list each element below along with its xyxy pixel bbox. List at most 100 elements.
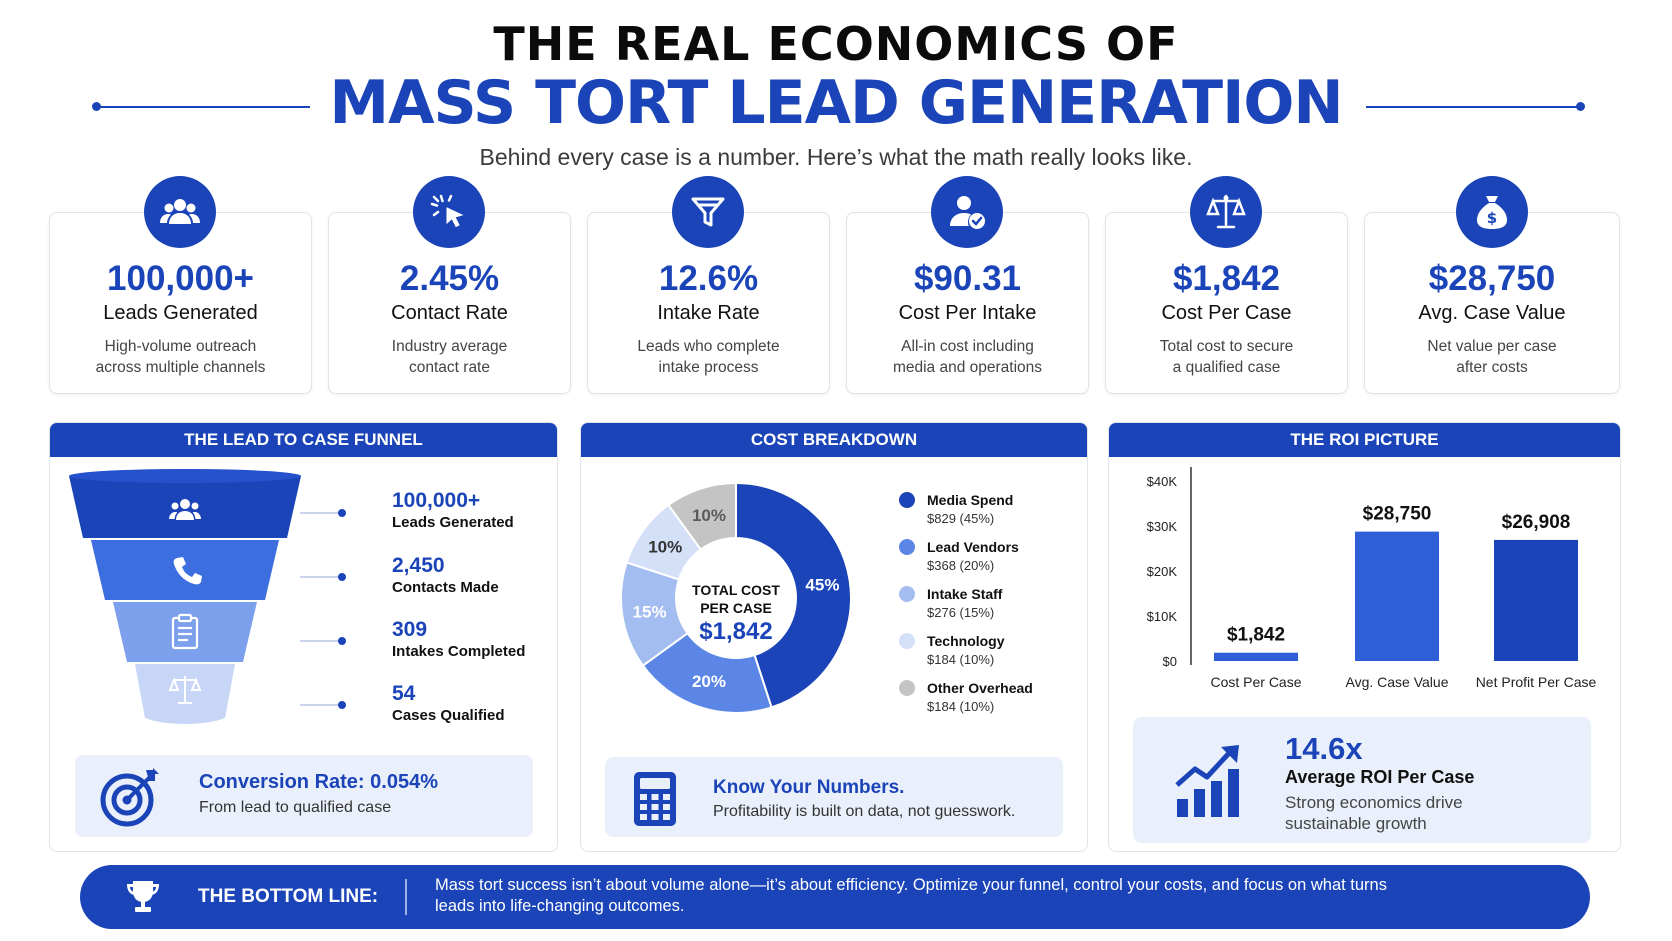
legend-color-dot [899, 633, 915, 649]
bar-category-label: Avg. Case Value [1346, 674, 1449, 690]
funnel-stage-label-3: 309 Intakes Completed [392, 618, 526, 660]
y-tick-label: $40K [1147, 474, 1178, 489]
legend-value: $184 (10%) [927, 699, 995, 714]
bar-net-profit-per-case [1494, 539, 1578, 661]
callout-subtitle: Profitability is built on data, not gues… [713, 803, 1016, 820]
stat-label: Avg. Case Value [1418, 302, 1566, 324]
decorative-line-left [96, 106, 310, 108]
funnel-connectors [300, 509, 346, 645]
legend-color-dot [899, 492, 915, 508]
callout-title: Conversion Rate: 0.054% [199, 771, 438, 793]
roi-panel: THE ROI PICTURE $0 $10K $20K $30K $40K $1,84… [1108, 422, 1621, 852]
donut-slice-other-overhead [667, 481, 737, 551]
panel-heading: THE LEAD TO CASE FUNNEL [50, 423, 557, 457]
stat-description: Leads who complete intake process [637, 338, 780, 376]
title-line-2: MASS TORT LEAD GENERATION [329, 68, 1343, 138]
calculator-icon [634, 772, 676, 826]
stat-description: Net value per case after costs [1427, 338, 1557, 376]
legend-value: $829 (45%) [927, 511, 995, 526]
phone-icon [173, 557, 202, 585]
bar-cost-per-case [1214, 652, 1298, 661]
roi-value: 14.6x [1285, 731, 1363, 766]
legend-value: $184 (10%) [927, 652, 995, 667]
scales-icon [168, 676, 202, 704]
stat-label: Intake Rate [657, 302, 760, 324]
stat-value: 2.45% [399, 259, 500, 298]
legend-item: Intake Staff $276 (15%) [899, 585, 1079, 625]
donut-chart: 45% 20% 15% 10% 10% [620, 481, 852, 714]
stat-label: Contact Rate [391, 302, 508, 324]
legend-item: Lead Vendors $368 (20%) [899, 538, 1079, 578]
cost-breakdown-panel: COST BREAKDOWN 45% 20% 15% 10% 10% TOTAL COS… [580, 422, 1088, 852]
bottom-line-text: Mass tort success isn’t about volume alo… [435, 876, 1387, 915]
legend-color-dot [899, 680, 915, 696]
y-tick-label: $20K [1147, 564, 1178, 579]
money-bag-icon: $ [1456, 176, 1528, 248]
legend-name: Other Overhead [927, 680, 1033, 696]
stat-value: $1,842 [1172, 259, 1281, 298]
donut-center-label: TOTAL COST PER CASE $1,842 [692, 582, 780, 645]
donut-slice-media-spend [735, 481, 852, 709]
legend-name: Technology [927, 633, 1005, 649]
bar-category-label: Cost Per Case [1210, 674, 1301, 690]
legend-color-dot [899, 539, 915, 555]
stat-value: $90.31 [913, 259, 1022, 298]
click-cursor-icon [413, 176, 485, 248]
decorative-line-right [1366, 106, 1580, 108]
user-check-icon [931, 176, 1003, 248]
funnel-panel: THE LEAD TO CASE FUNNEL [49, 422, 558, 852]
scales-icon [1190, 176, 1262, 248]
users-icon [144, 176, 216, 248]
funnel-graphic [69, 469, 301, 724]
title-line-1: THE REAL ECONOMICS OF [493, 17, 1179, 71]
roi-callout: 14.6x Average ROI Per Case Strong econom… [1133, 717, 1591, 843]
y-tick-label: $0 [1163, 654, 1177, 669]
clipboard-icon [171, 613, 199, 650]
y-tick-label: $30K [1147, 519, 1178, 534]
donut-slice-percent-label: 15% [633, 603, 667, 622]
users-icon [169, 499, 201, 520]
legend-name: Intake Staff [927, 586, 1003, 602]
funnel-stage-2 [91, 540, 279, 600]
donut-slice-percent-label: 10% [692, 506, 726, 525]
legend-name: Media Spend [927, 492, 1014, 508]
panel-heading: THE ROI PICTURE [1109, 423, 1620, 457]
bar-value-label: $28,750 [1363, 504, 1432, 525]
stat-label: Cost Per Intake [898, 302, 1037, 324]
stat-description: Total cost to secure a qualified case [1159, 338, 1294, 376]
roi-subtitle: Strong economics drive sustainable growth [1285, 793, 1463, 833]
funnel-connector-4 [300, 701, 346, 709]
stat-description: High-volume outreach across multiple chan… [95, 338, 266, 376]
growth-chart-icon [1175, 745, 1239, 817]
funnel-stage-3 [113, 602, 257, 662]
numbers-callout: Know Your Numbers. Profitability is buil… [605, 757, 1063, 837]
legend-value: $368 (20%) [927, 558, 995, 573]
funnel-stage-label-1: 100,000+ Leads Generated [392, 489, 514, 531]
legend-color-dot [899, 586, 915, 602]
bar-avg-case-value [1355, 531, 1439, 661]
bar-category-label: Net Profit Per Case [1476, 674, 1597, 690]
bottom-line-banner: THE BOTTOM LINE: Mass tort success isn’t… [80, 865, 1590, 929]
bar-value-label: $1,842 [1227, 625, 1285, 646]
stat-value: 100,000+ [107, 259, 254, 298]
subtitle: Behind every case is a number. Here’s wh… [479, 144, 1193, 170]
donut-slice-lead-vendors [641, 631, 773, 714]
roi-title: Average ROI Per Case [1285, 767, 1475, 787]
roi-bar-chart: $0$10K$20K$30K$40K $1,842$28,750 $26,908 … [1147, 467, 1597, 690]
legend-name: Lead Vendors [927, 539, 1019, 555]
bar-value-label: $26,908 [1502, 512, 1571, 533]
callout-subtitle: From lead to qualified case [199, 799, 392, 816]
filter-icon [672, 176, 744, 248]
legend-item: Media Spend $829 (45%) [899, 491, 1079, 531]
svg-text:$: $ [1487, 209, 1497, 227]
bottom-divider [405, 879, 407, 915]
stat-value: $28,750 [1428, 259, 1556, 298]
conversion-callout: Conversion Rate: 0.054% From lead to qua… [75, 755, 533, 837]
stat-description: Industry average contact rate [391, 338, 508, 376]
donut-slice-percent-label: 45% [805, 575, 839, 594]
bottom-line-heading: THE BOTTOM LINE: [198, 886, 379, 907]
stat-value: 12.6% [658, 259, 759, 298]
callout-title: Know Your Numbers. [713, 777, 905, 798]
legend-item: Other Overhead $184 (10%) [899, 679, 1079, 719]
donut-slice-percent-label: 20% [692, 672, 726, 691]
